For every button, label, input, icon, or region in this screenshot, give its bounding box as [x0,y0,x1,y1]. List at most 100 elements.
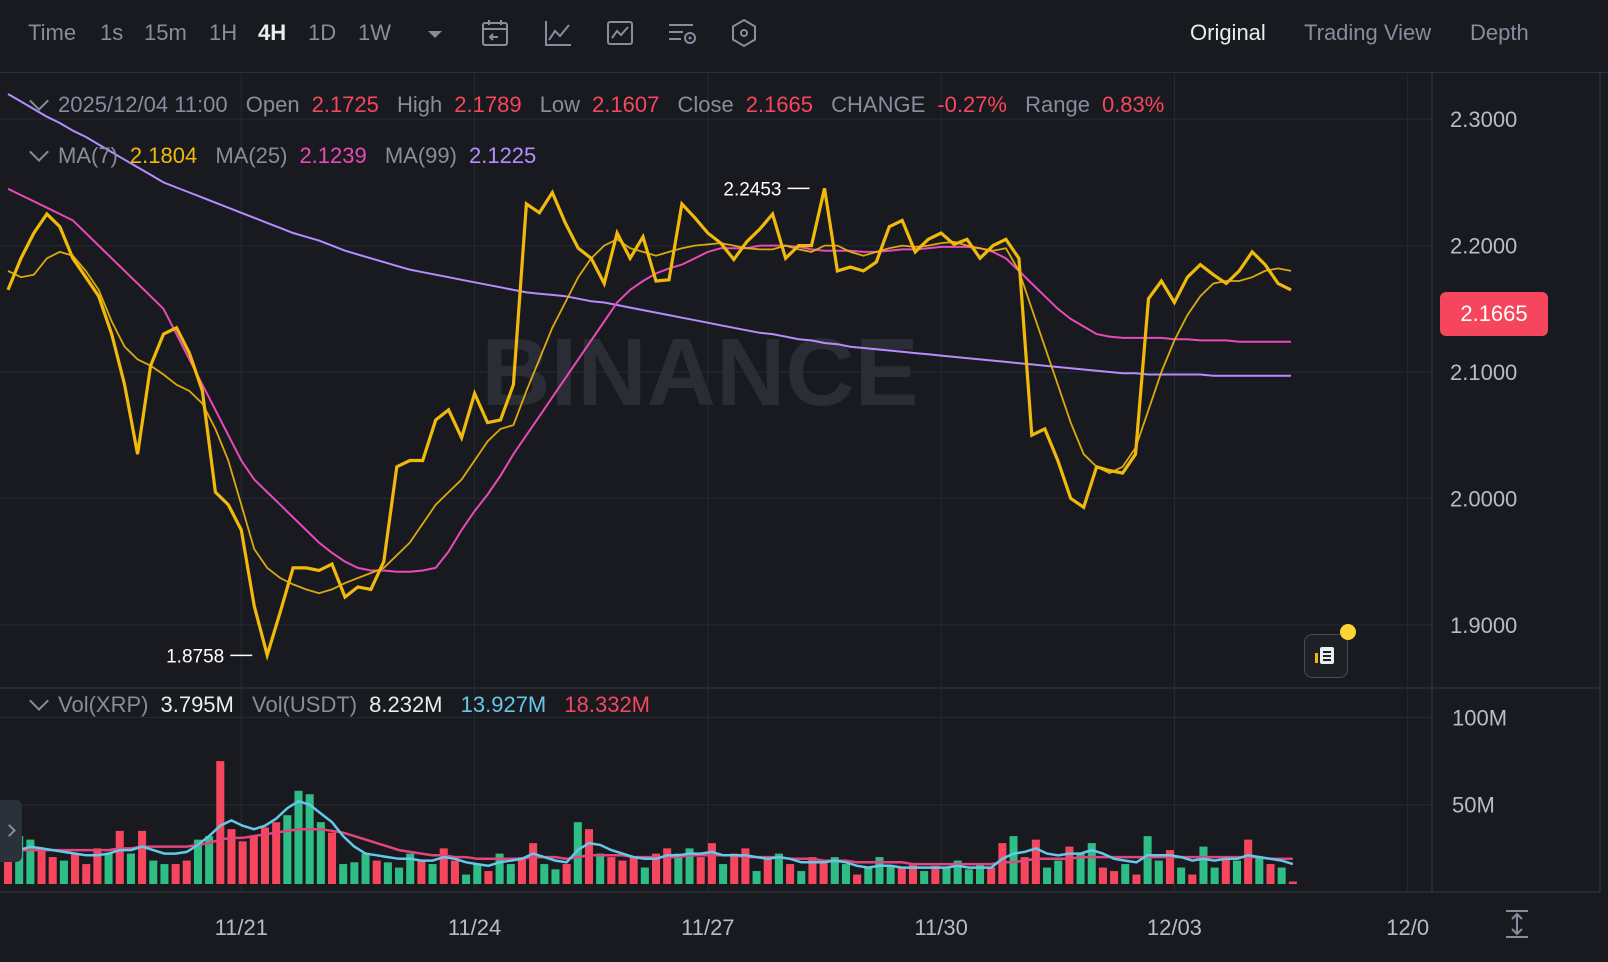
volume-bar [462,874,471,884]
news-button[interactable] [1304,634,1348,678]
view-depth[interactable]: Depth [1470,20,1529,45]
volume-bar [439,848,448,884]
volume-bar [540,864,549,884]
volume-bar [976,864,985,884]
volume-bar [998,843,1007,884]
expand-vertical-icon[interactable] [1500,907,1534,941]
ma99-label: MA(99) [384,143,457,168]
volume-bar [406,853,415,884]
volume-bar [1154,860,1163,884]
volume-bar [1277,867,1286,884]
volume-bar [249,836,258,884]
open-value: 2.1725 [311,92,379,117]
interval-1d[interactable]: 1D [308,20,337,45]
calendar-icon[interactable] [478,16,512,50]
volume-bar [227,829,236,884]
high-value: 2.1789 [454,92,522,117]
volume-tick-label: 100M [1452,705,1507,730]
collapse-chevron-icon[interactable] [29,691,49,711]
volume-bar [1065,846,1074,884]
range-value: 0.83% [1101,92,1165,117]
chevron-down-icon[interactable] [418,16,452,50]
price-tick-label: 2.0000 [1450,486,1517,511]
volume-bar [238,841,247,884]
volume-bar [104,853,113,884]
extreme-value-label: 1.8758 [166,646,224,667]
volume-bar [339,864,348,884]
volume-bar [897,867,906,884]
volume-bar [193,839,202,884]
volume-bar [115,830,124,884]
close-label: Close [677,92,734,117]
candle-date: 2025/12/04 11:00 [58,92,228,117]
volume-bar [696,857,705,884]
vol-ma-b-value: 18.332M [564,692,651,717]
volume-bar [1266,864,1275,884]
volume-bar [361,853,370,884]
volume-bar [853,874,862,884]
volume-bar [1177,867,1186,884]
collapse-chevron-icon[interactable] [29,91,49,111]
volume-bar [93,848,102,884]
volume-bar [1165,850,1174,884]
volume-bar [920,871,929,884]
volume-bar [1009,836,1018,884]
volume-bar [841,864,850,884]
volume-bar [138,830,147,884]
view-trading-view[interactable]: Trading View [1304,20,1432,45]
volume-bar [640,867,649,884]
interval-1w[interactable]: 1W [358,20,391,45]
time-tick-label: 12/03 [1147,915,1202,940]
volume-bar [48,857,57,884]
volume-bar [774,853,783,884]
volume-bar [149,860,158,884]
volume-bar [82,864,91,884]
volume-bar [1076,853,1085,884]
low-value: 2.1607 [592,92,660,117]
time-tick-label: 12/0 [1386,915,1429,940]
low-label: Low [539,92,581,117]
volume-bar [126,853,135,884]
volume-bar [987,867,996,884]
volume-bar [1143,836,1152,884]
chart-type-icon[interactable] [603,16,637,50]
interval-4h[interactable]: 4H [258,20,287,45]
high-label: High [397,92,443,117]
volume-bar [1087,843,1096,884]
volume-bar [551,869,560,884]
hexagon-icon[interactable] [727,16,761,50]
open-label: Open [245,92,300,117]
indicator-icon[interactable] [541,16,575,50]
ma7-value: 2.1804 [129,143,198,168]
volume-bar [205,836,214,884]
volume-bar [629,857,638,884]
volume-bar [171,864,180,884]
volume-bar [305,794,314,884]
price-line [6,188,1292,661]
expand-sidebar-button[interactable] [0,800,22,862]
volume-bar [1110,871,1119,884]
settings-icon[interactable] [665,16,699,50]
view-original[interactable]: Original [1190,20,1266,45]
vol-ma-a-value: 13.927M [460,692,547,717]
volume-bar [596,853,605,884]
interval-15m[interactable]: 15m [144,20,187,45]
volume-bar [942,867,951,884]
volume-bar [1121,864,1130,884]
interval-time[interactable]: Time [28,20,77,45]
volume-bar [216,761,225,884]
volume-bar [383,862,392,884]
time-tick-label: 11/24 [448,915,501,940]
interval-1s[interactable]: 1s [100,20,124,45]
volume-bar [584,829,594,884]
interval-1h[interactable]: 1H [209,20,238,45]
volume-bar [328,832,337,884]
collapse-chevron-icon[interactable] [29,142,49,162]
volume-bar [1132,874,1141,884]
volume-bar [484,871,493,884]
extreme-value-label: 2.2453 [723,179,781,200]
volume-bar [260,827,270,884]
ma25-line [7,187,1291,573]
ohlc-legend: 2025/12/04 11:00 Open 2.1725 High 2.1789 L… [28,91,1176,118]
